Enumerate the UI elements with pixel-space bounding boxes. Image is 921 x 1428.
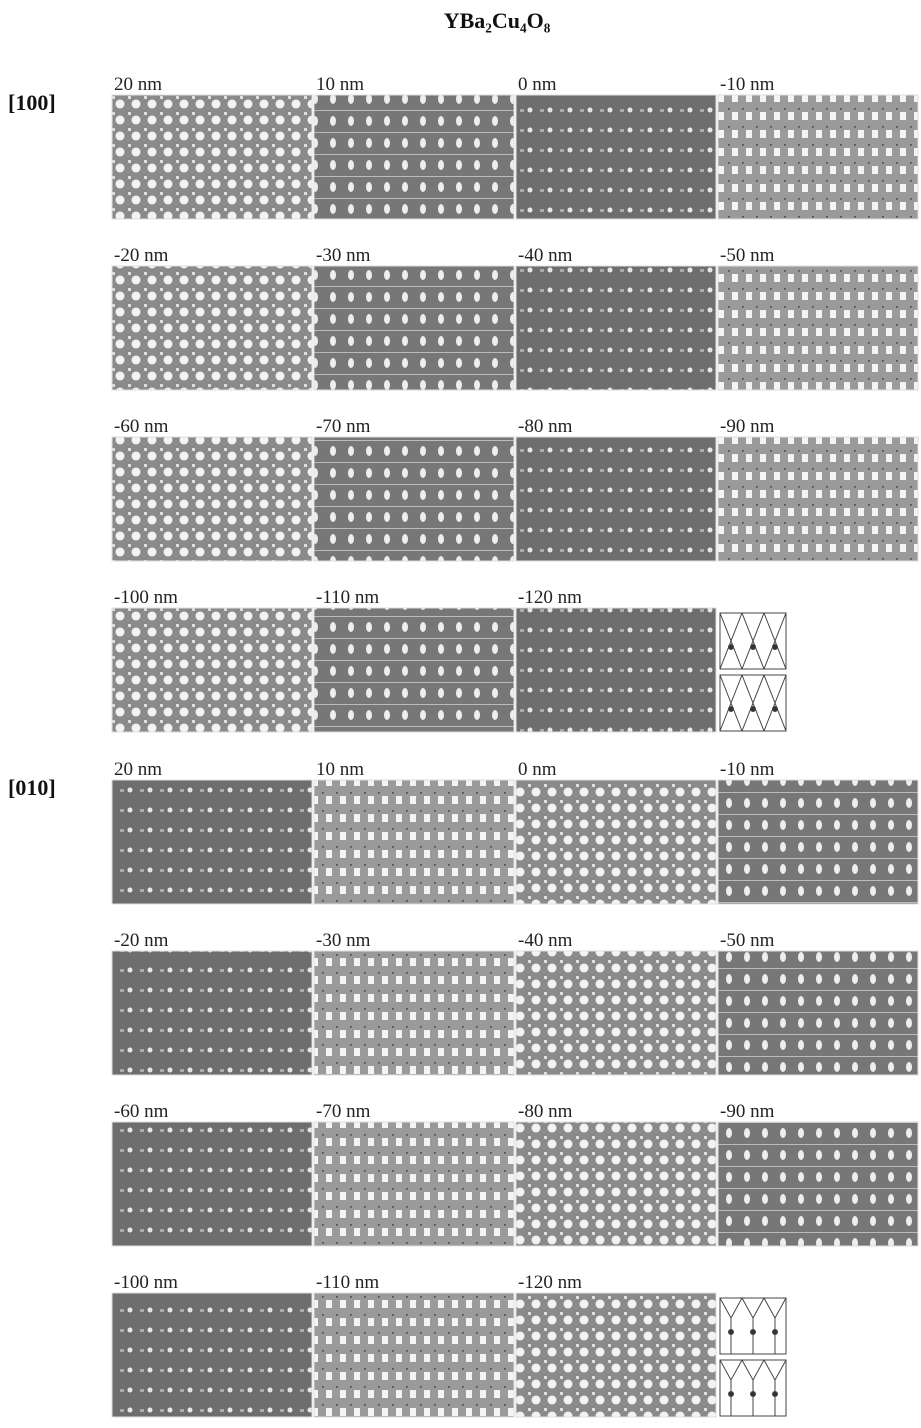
- panel-label: -120 nm: [518, 1272, 582, 1293]
- schematic-bond: [764, 613, 786, 669]
- panel-label: -100 nm: [114, 1272, 178, 1293]
- panel-label: 10 nm: [316, 74, 364, 95]
- section-label: [010]: [8, 775, 56, 800]
- simulated-image: [516, 95, 716, 219]
- panel-label: 20 nm: [114, 74, 162, 95]
- panel-label: -20 nm: [114, 245, 169, 266]
- schematic-atom: [729, 1392, 734, 1397]
- schematic-bond: [764, 1298, 786, 1354]
- schematic-atom: [729, 1330, 734, 1335]
- schematic-bond: [742, 1360, 764, 1416]
- simulated-image: [516, 608, 716, 732]
- panel-label: -50 nm: [720, 930, 775, 951]
- schematic-bond: [764, 1360, 786, 1416]
- schematic-bond: [742, 613, 764, 669]
- simulated-image: [112, 1122, 312, 1246]
- panel-label: -30 nm: [316, 930, 371, 951]
- simulated-image: [718, 437, 918, 561]
- schematic-atom: [729, 645, 734, 650]
- schematic-bond: [764, 675, 786, 731]
- simulated-image: [112, 266, 312, 390]
- simulated-image: [314, 1122, 514, 1246]
- structure-schematic: [720, 613, 786, 731]
- simulated-image: [314, 95, 514, 219]
- panel-label: -30 nm: [316, 245, 371, 266]
- panel-label: 20 nm: [114, 759, 162, 780]
- schematic-atom: [773, 707, 778, 712]
- simulated-image: [516, 266, 716, 390]
- panel-label: -80 nm: [518, 1101, 573, 1122]
- simulated-image: [314, 780, 514, 904]
- simulated-image: [314, 266, 514, 390]
- panel-label: -70 nm: [316, 1101, 371, 1122]
- simulated-image: [516, 1122, 716, 1246]
- schematic-bond: [720, 675, 742, 731]
- simulated-image: [314, 951, 514, 1075]
- panel-label: -60 nm: [114, 1101, 169, 1122]
- panel-label: 0 nm: [518, 74, 557, 95]
- simulated-image: [314, 437, 514, 561]
- simulated-image: [516, 951, 716, 1075]
- schematic-atom: [773, 1330, 778, 1335]
- simulated-image: [314, 608, 514, 732]
- simulated-image: [314, 1293, 514, 1417]
- schematic-bond: [720, 1298, 742, 1354]
- panel-label: -70 nm: [316, 416, 371, 437]
- simulated-image: [718, 951, 918, 1075]
- simulated-image: [112, 780, 312, 904]
- panel-label: 0 nm: [518, 759, 557, 780]
- simulated-image: [516, 1293, 716, 1417]
- panel-label: -100 nm: [114, 587, 178, 608]
- simulated-image: [718, 1122, 918, 1246]
- section-label: [100]: [8, 90, 56, 115]
- schematic-bond: [720, 613, 742, 669]
- schematic-atom: [773, 645, 778, 650]
- panel-label: -40 nm: [518, 930, 573, 951]
- simulated-image: [718, 780, 918, 904]
- panel-label: -10 nm: [720, 74, 775, 95]
- structure-schematic: [720, 1298, 786, 1416]
- panel-label: -20 nm: [114, 930, 169, 951]
- simulated-image: [112, 608, 312, 732]
- simulated-image: [112, 437, 312, 561]
- panel-label: -110 nm: [316, 587, 379, 608]
- schematic-atom: [751, 645, 756, 650]
- simulated-image: [718, 266, 918, 390]
- panel-label: -90 nm: [720, 1101, 775, 1122]
- schematic-bond: [720, 1360, 742, 1416]
- panel-label: 10 nm: [316, 759, 364, 780]
- schematic-bond: [742, 675, 764, 731]
- panel-label: -110 nm: [316, 1272, 379, 1293]
- panel-label: -120 nm: [518, 587, 582, 608]
- schematic-bond: [742, 1298, 764, 1354]
- panel-label: -60 nm: [114, 416, 169, 437]
- schematic-atom: [729, 707, 734, 712]
- simulated-image: [112, 95, 312, 219]
- schematic-atom: [773, 1392, 778, 1397]
- figure-title: YBa₂Cu₄O₈: [444, 8, 551, 33]
- schematic-atom: [751, 1330, 756, 1335]
- schematic-atom: [751, 707, 756, 712]
- simulated-image: [516, 780, 716, 904]
- simulated-image: [112, 1293, 312, 1417]
- panel-label: -80 nm: [518, 416, 573, 437]
- figure: YBa₂Cu₄O₈ [100] 20 nm 10 nm 0 nm -10 nm -20 n…: [0, 0, 921, 1428]
- simulated-image: [112, 951, 312, 1075]
- simulated-image: [516, 437, 716, 561]
- panel-label: -10 nm: [720, 759, 775, 780]
- panel-label: -90 nm: [720, 416, 775, 437]
- panel-label: -50 nm: [720, 245, 775, 266]
- simulated-image: [718, 95, 918, 219]
- schematic-atom: [751, 1392, 756, 1397]
- panel-label: -40 nm: [518, 245, 573, 266]
